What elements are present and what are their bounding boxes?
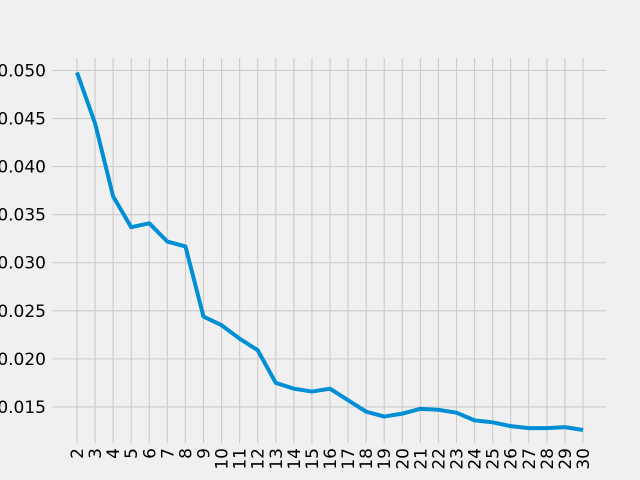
y-tick-label: 0.050 <box>0 61 46 81</box>
x-tick-label: 2 <box>68 448 88 459</box>
x-tick-label: 16 <box>321 448 341 470</box>
x-tick-label: 17 <box>339 448 359 470</box>
x-tick-label: 15 <box>303 448 323 470</box>
x-tick-label: 23 <box>448 448 468 470</box>
y-tick-label: 0.045 <box>0 110 46 130</box>
x-tick-label: 13 <box>267 448 287 470</box>
x-tick-label: 25 <box>484 448 504 470</box>
x-tick-label: 11 <box>231 448 251 470</box>
x-tick-label: 26 <box>502 448 522 470</box>
x-tick-label: 4 <box>104 448 124 459</box>
x-tick-label: 24 <box>466 448 486 470</box>
x-tick-label: 5 <box>122 448 142 459</box>
x-tick-label: 9 <box>195 448 215 459</box>
grid-lines <box>52 58 606 443</box>
y-tick-label: 0.020 <box>0 350 46 370</box>
y-tick-label: 0.035 <box>0 206 46 226</box>
y-tick-labels: 0.015 0.020 0.025 0.030 0.035 0.040 0.045 0.050 <box>0 61 46 417</box>
x-tick-label: 6 <box>140 448 160 459</box>
x-tick-label: 8 <box>176 448 196 459</box>
x-tick-label: 14 <box>285 448 305 470</box>
x-tick-label: 3 <box>86 448 106 459</box>
x-tick-label: 27 <box>520 448 540 470</box>
x-tick-label: 7 <box>158 448 178 459</box>
y-tick-label: 0.030 <box>0 254 46 274</box>
x-tick-label: 28 <box>538 448 558 470</box>
series-layer <box>75 71 584 432</box>
y-tick-label: 0.025 <box>0 302 46 322</box>
x-tick-label: 30 <box>574 448 594 470</box>
x-tick-label: 22 <box>429 448 449 470</box>
x-tick-label: 18 <box>357 448 377 470</box>
y-tick-label: 0.015 <box>0 398 46 418</box>
x-tick-label: 29 <box>556 448 576 470</box>
x-tick-label: 19 <box>375 448 395 470</box>
y-tick-label: 0.040 <box>0 158 46 178</box>
x-tick-label: 21 <box>411 448 431 470</box>
x-tick-label: 12 <box>249 448 269 470</box>
x-tick-labels: 2345678910111213141516171819202122232425… <box>68 448 594 470</box>
x-tick-label: 10 <box>213 448 233 470</box>
x-tick-label: 20 <box>393 448 413 470</box>
